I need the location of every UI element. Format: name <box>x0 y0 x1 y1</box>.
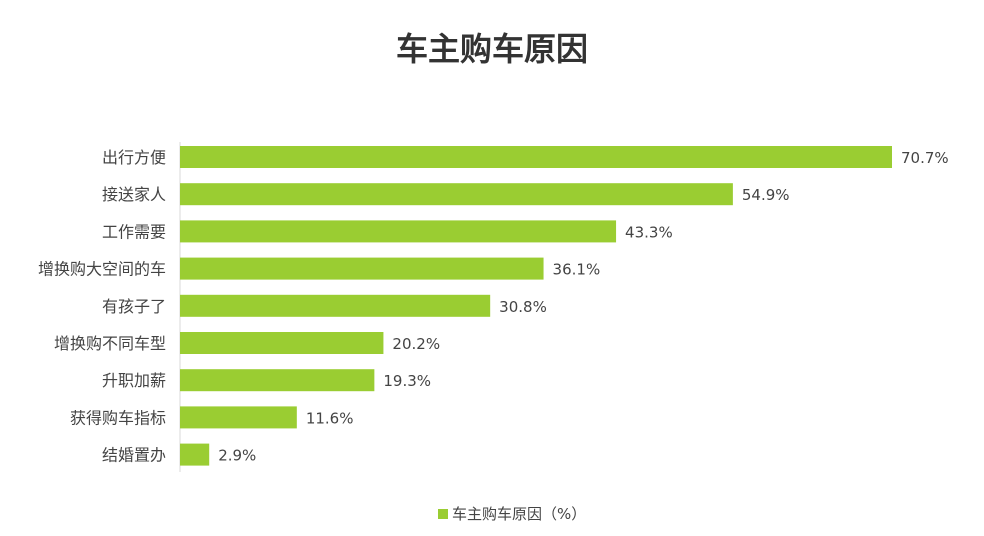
value-label: 2.9% <box>218 447 256 465</box>
chart-title: 车主购车原因 <box>396 30 588 68</box>
value-label: 36.1% <box>553 261 601 279</box>
value-label: 30.8% <box>499 298 547 316</box>
value-label: 11.6% <box>306 409 354 427</box>
bar <box>180 332 384 354</box>
value-label: 20.2% <box>392 335 440 353</box>
category-label: 结婚置办 <box>102 446 166 465</box>
bar <box>180 443 210 466</box>
category-label: 获得购车指标 <box>70 408 166 427</box>
bar <box>180 369 375 392</box>
legend-label: 车主购车原因（%） <box>452 505 586 523</box>
bar <box>180 183 733 206</box>
bar <box>180 257 544 280</box>
category-label: 工作需要 <box>102 222 166 241</box>
category-label: 增换购大空间的车 <box>38 260 166 279</box>
bar <box>180 146 892 168</box>
category-label: 有孩子了 <box>102 297 166 316</box>
bar <box>180 406 297 429</box>
legend: 车主购车原因（%） <box>438 505 586 523</box>
category-label: 接送家人 <box>102 185 166 204</box>
bars-layer: 出行方便 70.7% 接送家人 54.9% 工作需要 43.3% 增换购大空间的车 36.1%… <box>38 146 949 466</box>
value-label: 54.9% <box>742 186 790 204</box>
legend-swatch <box>438 509 448 519</box>
category-label: 出行方便 <box>102 148 166 167</box>
value-label: 19.3% <box>383 372 431 390</box>
category-label: 增换购不同车型 <box>54 334 166 353</box>
bar <box>180 294 491 317</box>
value-label: 70.7% <box>901 149 949 167</box>
value-label: 43.3% <box>625 223 673 241</box>
bar <box>180 220 617 243</box>
category-label: 升职加薪 <box>102 371 166 390</box>
